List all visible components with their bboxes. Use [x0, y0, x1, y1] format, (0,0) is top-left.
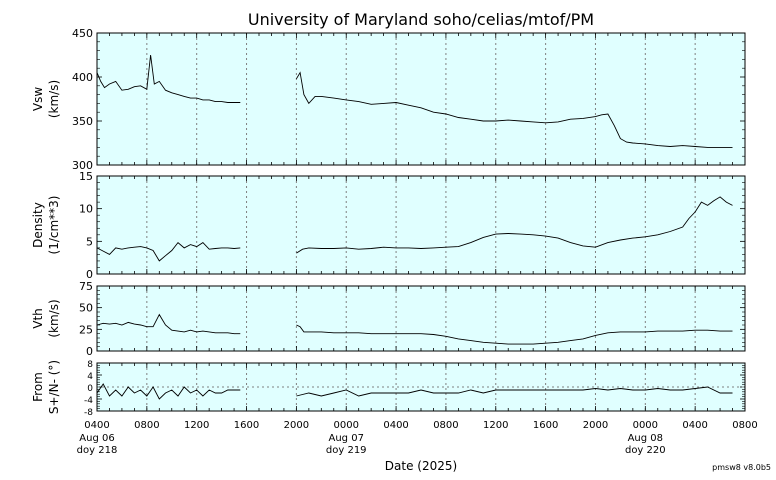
- y-tick-label: 350: [72, 115, 93, 128]
- y-axis-label: S+/N- (°): [47, 360, 61, 414]
- x-tick-label: 1200: [483, 420, 508, 431]
- y-axis-label: (1/cm**3): [47, 196, 61, 255]
- day-date-label: Aug 06: [79, 433, 114, 444]
- x-tick-label: 1600: [533, 420, 558, 431]
- day-doy-label: doy 218: [77, 445, 118, 456]
- panel-0: 300 350 400 450 Vsw (km/s): [31, 27, 746, 172]
- y-tick-label: 50: [79, 302, 93, 315]
- panel-3: -8 -4 0 4 8 From S+/N- (°): [31, 360, 746, 418]
- x-tick-label: 1200: [184, 420, 209, 431]
- plot-frame: [96, 32, 746, 166]
- y-tick-label: 0: [86, 268, 93, 281]
- x-tick-label: 0800: [134, 420, 159, 431]
- y-tick-label: 5: [86, 235, 93, 248]
- series-line: [96, 313, 241, 335]
- series-line: [296, 324, 733, 345]
- series-line: [96, 54, 241, 103]
- series-line: [296, 196, 733, 254]
- y-axis-label: Vsw: [31, 87, 45, 111]
- y-axis-label: From: [31, 372, 45, 402]
- plot-frame: [96, 285, 746, 352]
- y-axis-label: (km/s): [47, 80, 61, 118]
- y-axis-label: (km/s): [47, 299, 61, 337]
- y-tick-label: 400: [72, 71, 93, 84]
- x-tick-label: 0400: [682, 420, 707, 431]
- series-line: [296, 386, 733, 397]
- x-tick-label: 0000: [633, 420, 658, 431]
- series-line: [96, 383, 241, 400]
- x-tick-label: 0400: [84, 420, 109, 431]
- x-tick-label: 2000: [583, 420, 608, 431]
- y-tick-label: 300: [72, 159, 93, 172]
- x-axis-label: Date (2025): [385, 459, 457, 473]
- panel-2: 0 25 50 75 Vth (km/s): [31, 280, 746, 358]
- y-tick-label: 25: [79, 323, 93, 336]
- x-tick-label: 0000: [334, 420, 359, 431]
- day-date-label: Aug 07: [329, 433, 364, 444]
- series-line: [96, 241, 241, 262]
- plot-area: [97, 33, 745, 165]
- y-tick-label: 8: [87, 360, 93, 370]
- y-axis-label: Density: [31, 202, 45, 248]
- y-tick-label: 75: [79, 280, 93, 293]
- series-line: [296, 71, 733, 148]
- y-tick-label: 10: [79, 203, 93, 216]
- y-tick-label: 0: [87, 384, 93, 394]
- footer-version: pmsw8 v8.0b5: [712, 463, 771, 472]
- chart-title: University of Maryland soho/celias/mtof/…: [248, 10, 594, 29]
- x-tick-label: 0400: [383, 420, 408, 431]
- y-tick-label: -4: [84, 396, 93, 406]
- plot-frame: [96, 362, 746, 412]
- panel-1: 0 5 10 15 Density (1/cm**3): [31, 170, 746, 281]
- y-tick-label: 4: [87, 372, 93, 382]
- x-axis: 0400 0800 1200 1600 2000 0000 0400 0800 1200 1600…: [77, 420, 758, 456]
- y-tick-label: 0: [86, 345, 93, 358]
- day-doy-label: doy 219: [326, 445, 367, 456]
- x-tick-label: 2000: [284, 420, 309, 431]
- day-date-label: Aug 08: [628, 433, 663, 444]
- x-tick-label: 1600: [234, 420, 259, 431]
- y-tick-label: -8: [84, 408, 93, 418]
- y-axis-label: Vth: [31, 308, 45, 329]
- plot-area: [97, 176, 745, 274]
- x-tick-label: 0800: [433, 420, 458, 431]
- y-tick-label: 450: [72, 27, 93, 40]
- day-doy-label: doy 220: [625, 445, 666, 456]
- x-tick-label: 0800: [732, 420, 757, 431]
- plot-area: [97, 286, 745, 351]
- y-tick-label: 15: [79, 170, 93, 183]
- plot-frame: [96, 175, 746, 275]
